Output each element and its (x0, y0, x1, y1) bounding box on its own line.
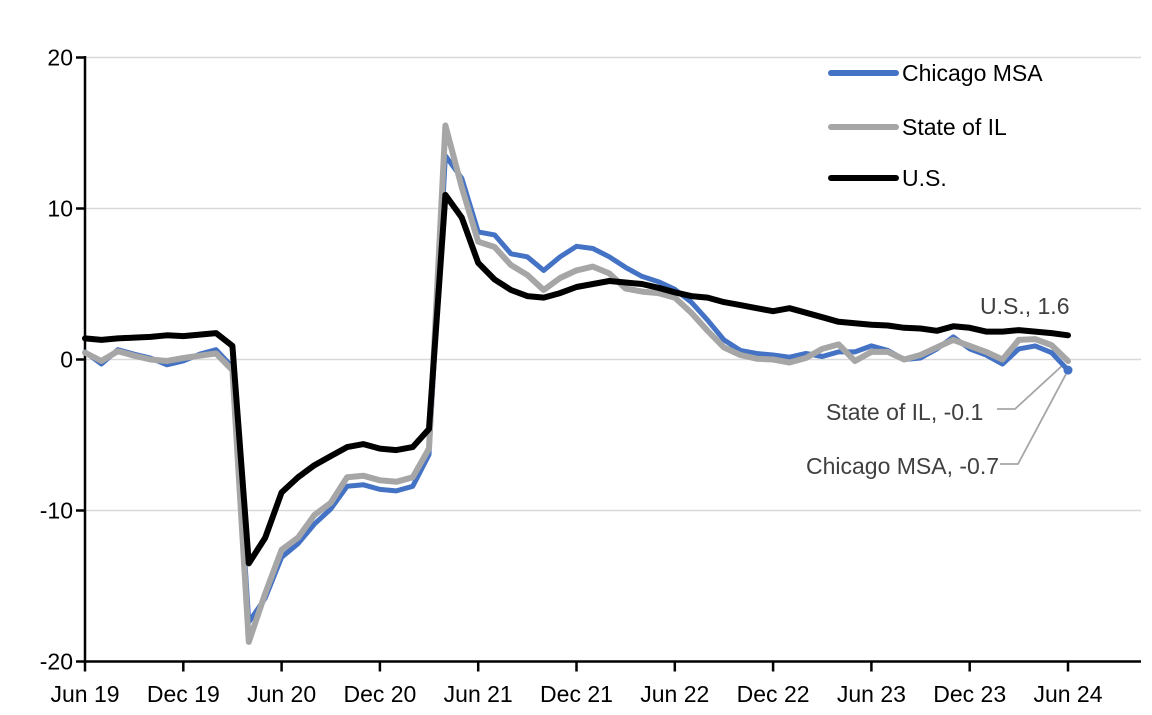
x-tick-label: Jun 22 (640, 681, 709, 707)
chicago-msa-legend-line-icon (828, 70, 899, 76)
x-tick-label: Jun 21 (444, 681, 513, 707)
us-line (82, 191, 1071, 567)
x-tick-label: Jun 23 (837, 681, 906, 707)
chicago-msa-end-label: Chicago MSA, -0.7 (806, 453, 1000, 479)
state-of-il-line (82, 122, 1071, 645)
x-tick-label: Dec 19 (147, 681, 220, 707)
us-end-label: U.S., 1.6 (980, 293, 1070, 319)
x-tick-label: Dec 21 (540, 681, 613, 707)
y-tick-label: -20 (40, 649, 73, 675)
y-tick-label: 0 (60, 347, 73, 373)
x-tick-label: Jun 19 (50, 681, 119, 707)
chicago-msa-end-dot (1063, 365, 1073, 375)
legend-label-chicago-msa: Chicago MSA (902, 59, 1043, 86)
state-of-il-legend-line-icon (828, 124, 899, 130)
y-tick-label: -10 (40, 498, 73, 524)
legend-item-chicago-msa: Chicago MSA (828, 61, 1043, 85)
legend-item-state-of-il: State of IL (828, 115, 1007, 139)
x-tick-label: Dec 22 (737, 681, 810, 707)
y-tick-label: 10 (47, 196, 73, 222)
x-tick-label: Dec 20 (343, 681, 416, 707)
chicago-msa-leader-line (1000, 373, 1067, 465)
y-tick-label: 20 (47, 45, 73, 71)
legend-item-us: U.S. (828, 166, 947, 190)
x-tick-label: Dec 23 (933, 681, 1006, 707)
state-of-il-leader-line (997, 363, 1065, 410)
us-legend-line-icon (828, 175, 899, 181)
x-tick-label: Jun 20 (247, 681, 316, 707)
x-tick-label: Jun 24 (1033, 681, 1102, 707)
legend-label-state-of-il: State of IL (902, 113, 1007, 140)
legend-label-us: U.S. (902, 164, 947, 191)
state-of-il-end-label: State of IL, -0.1 (826, 399, 984, 425)
